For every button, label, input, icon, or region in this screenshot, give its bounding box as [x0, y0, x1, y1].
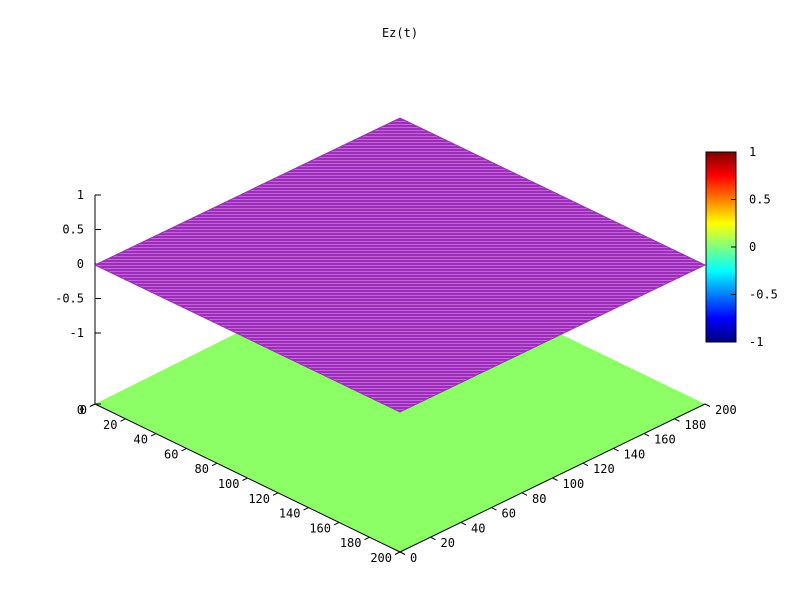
z-tick-label: 0: [77, 257, 84, 271]
colorbar-tick-label: 1: [749, 145, 756, 159]
colorbar-tick-label: -1: [749, 335, 763, 349]
y-tick-mark: [460, 521, 467, 526]
y-tick-label: 0: [410, 551, 417, 565]
y-tick-mark: [399, 551, 406, 555]
x-tick-label: 0: [80, 403, 87, 417]
x-tick-label: 80: [195, 462, 209, 476]
y-tick-mark: [674, 418, 680, 422]
x-tick-mark: [150, 433, 157, 437]
x-tick-label: 180: [340, 536, 362, 550]
colorbar-tick-label: -0.5: [749, 288, 778, 302]
y-tick-label: 180: [685, 418, 707, 432]
x-tick-mark: [120, 418, 126, 422]
y-axis-ticks: 0 20 40 60 80 100 120 140 160 180 200: [399, 403, 737, 565]
x-axis-ticks: 0 20 40 60 80 100 120 140 160 180 200: [80, 403, 401, 565]
z-base-label: 0: [77, 403, 84, 417]
x-tick-label: 120: [248, 492, 270, 506]
x-tick-mark: [272, 492, 279, 496]
x-tick-label: 40: [134, 433, 148, 447]
y-tick-mark: [613, 447, 619, 452]
y-tick-label: 200: [715, 403, 737, 417]
y-tick-mark: [521, 492, 528, 496]
y-tick-mark: [704, 403, 711, 407]
y-tick-label: 60: [502, 507, 516, 521]
z-axis-ticks: 1 0.5 0 -0.5 -1 0: [55, 188, 101, 417]
y-tick-label: 40: [471, 521, 485, 535]
x-tick-label: 100: [218, 477, 240, 491]
x-tick-mark: [364, 536, 370, 541]
x-tick-label: 60: [164, 447, 178, 461]
x-tick-label: 20: [103, 418, 117, 432]
y-tick-label: 160: [654, 433, 676, 447]
y-tick-label: 80: [532, 492, 546, 506]
y-tick-label: 20: [441, 536, 455, 550]
y-tick-label: 100: [563, 477, 585, 491]
y-tick-label: 140: [624, 447, 646, 461]
x-tick-label: 160: [309, 521, 331, 535]
x-tick-mark: [181, 447, 187, 452]
x-tick-label: 140: [279, 507, 301, 521]
x-tick-mark: [89, 403, 96, 407]
y-tick-mark: [582, 462, 589, 467]
y-tick-label: 120: [593, 462, 615, 476]
z-tick-label: -0.5: [55, 292, 84, 306]
colorbar-tick-label: 0.5: [749, 193, 771, 207]
x-tick-mark: [394, 551, 401, 555]
y-tick-mark: [430, 536, 436, 541]
z-tick-label: 1: [77, 188, 84, 202]
x-tick-mark: [333, 521, 340, 526]
surface-z0: [93, 117, 707, 413]
z-tick-label: 0.5: [62, 223, 84, 237]
colorbar-ticks: 1 0.5 0 -0.5 -1: [731, 145, 778, 349]
x-tick-label: 200: [370, 551, 392, 565]
colorbar-tick-label: 0: [749, 240, 756, 254]
x-tick-mark: [211, 462, 218, 467]
y-tick-mark: [552, 477, 558, 481]
chart-title: Ez(t): [382, 26, 418, 40]
z-tick-label: -1: [70, 326, 84, 340]
y-tick-mark: [491, 507, 497, 511]
y-tick-mark: [643, 433, 650, 437]
x-tick-mark: [303, 507, 309, 511]
x-tick-mark: [242, 477, 248, 481]
